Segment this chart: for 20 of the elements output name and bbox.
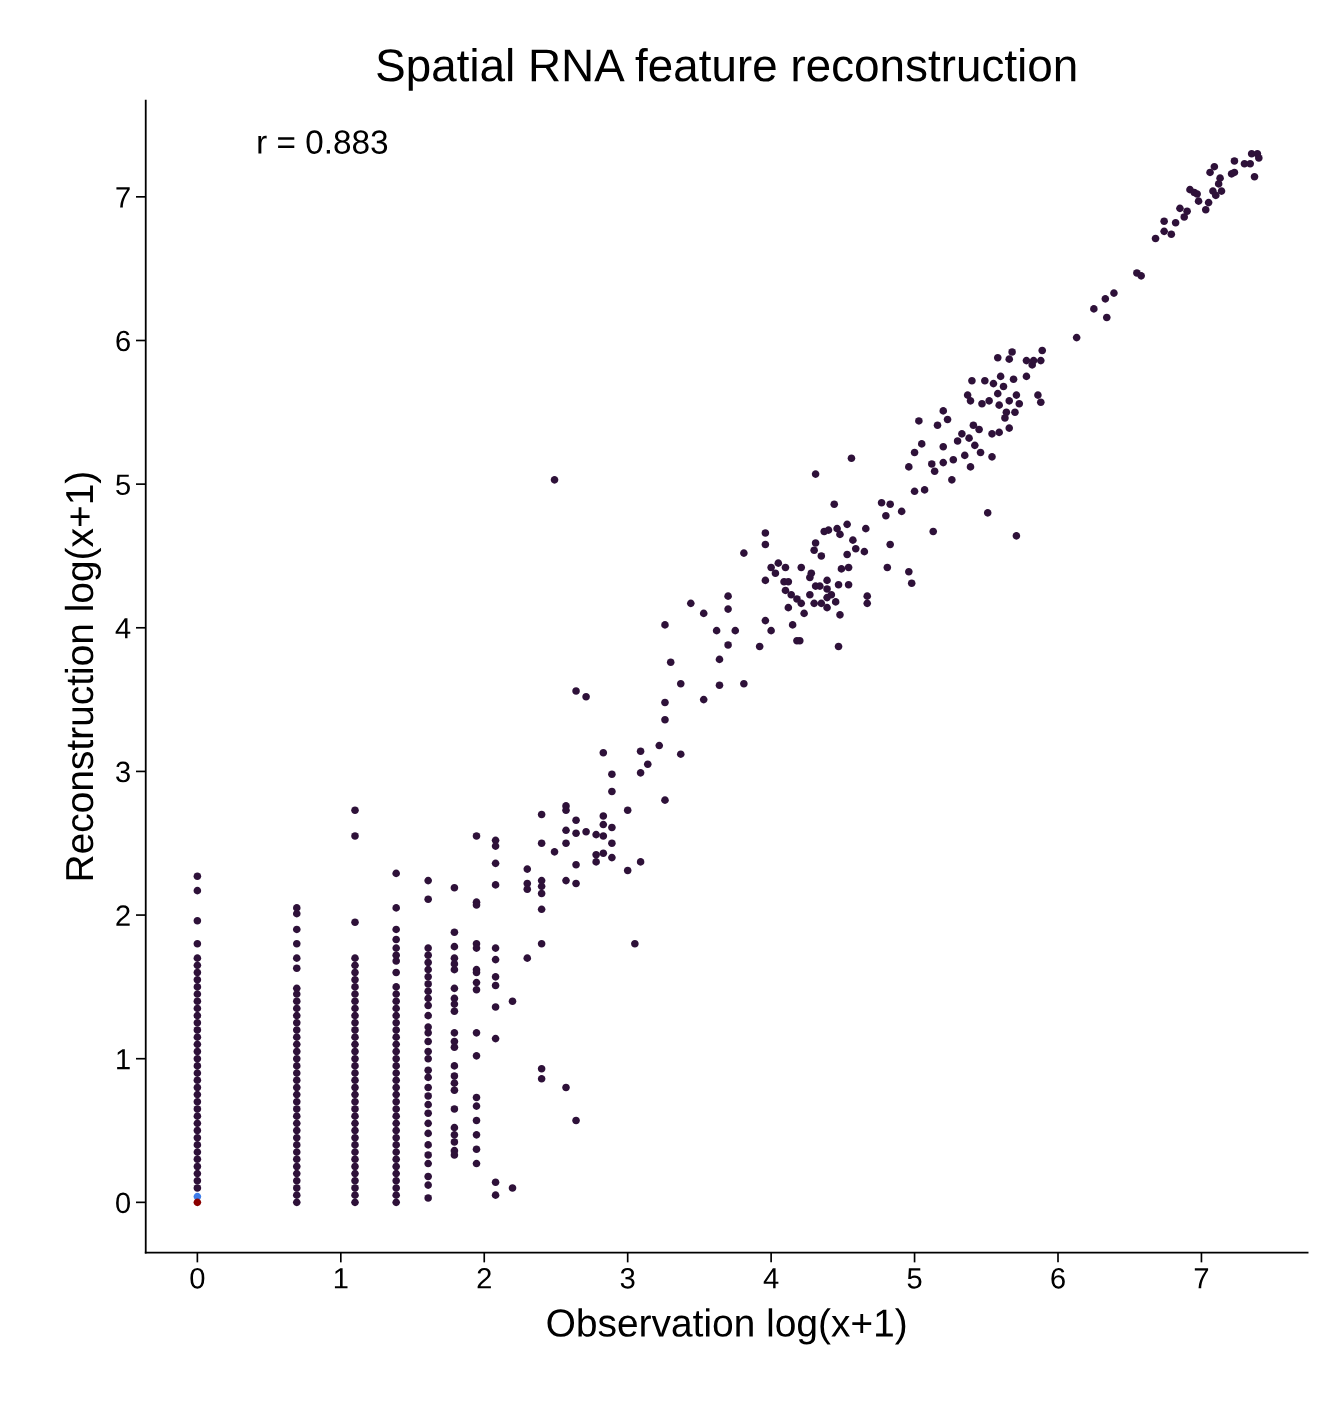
x-tick-label: 7 — [1194, 1268, 1209, 1289]
y-axis-title: Reconstruction log(x+1) — [64, 473, 102, 880]
annotation: r = 0.883 — [258, 130, 388, 154]
x-tick-label: 4 — [763, 1268, 779, 1289]
x-axis-title: Observation log(x+1) — [547, 1308, 906, 1345]
chart-title: Spatial RNA feature reconstruction — [377, 47, 1076, 91]
y-tick-label: 3 — [116, 761, 130, 783]
y-tick-label: 6 — [116, 330, 130, 352]
x-tick-label: 2 — [477, 1267, 491, 1289]
x-tick-label: 0 — [190, 1267, 205, 1289]
y-tick-label: 7 — [116, 187, 130, 208]
y-tick-label: 2 — [116, 905, 130, 926]
x-tick-label: 1 — [334, 1268, 348, 1289]
x-tick-label: 3 — [620, 1267, 635, 1289]
y-tick-label: 4 — [115, 618, 131, 639]
y-tick-label: 0 — [116, 1192, 131, 1214]
y-tick-label: 5 — [116, 474, 130, 495]
y-tick-label: 1 — [117, 1049, 130, 1070]
x-tick-label: 5 — [907, 1268, 922, 1289]
x-tick-label: 6 — [1051, 1267, 1065, 1289]
